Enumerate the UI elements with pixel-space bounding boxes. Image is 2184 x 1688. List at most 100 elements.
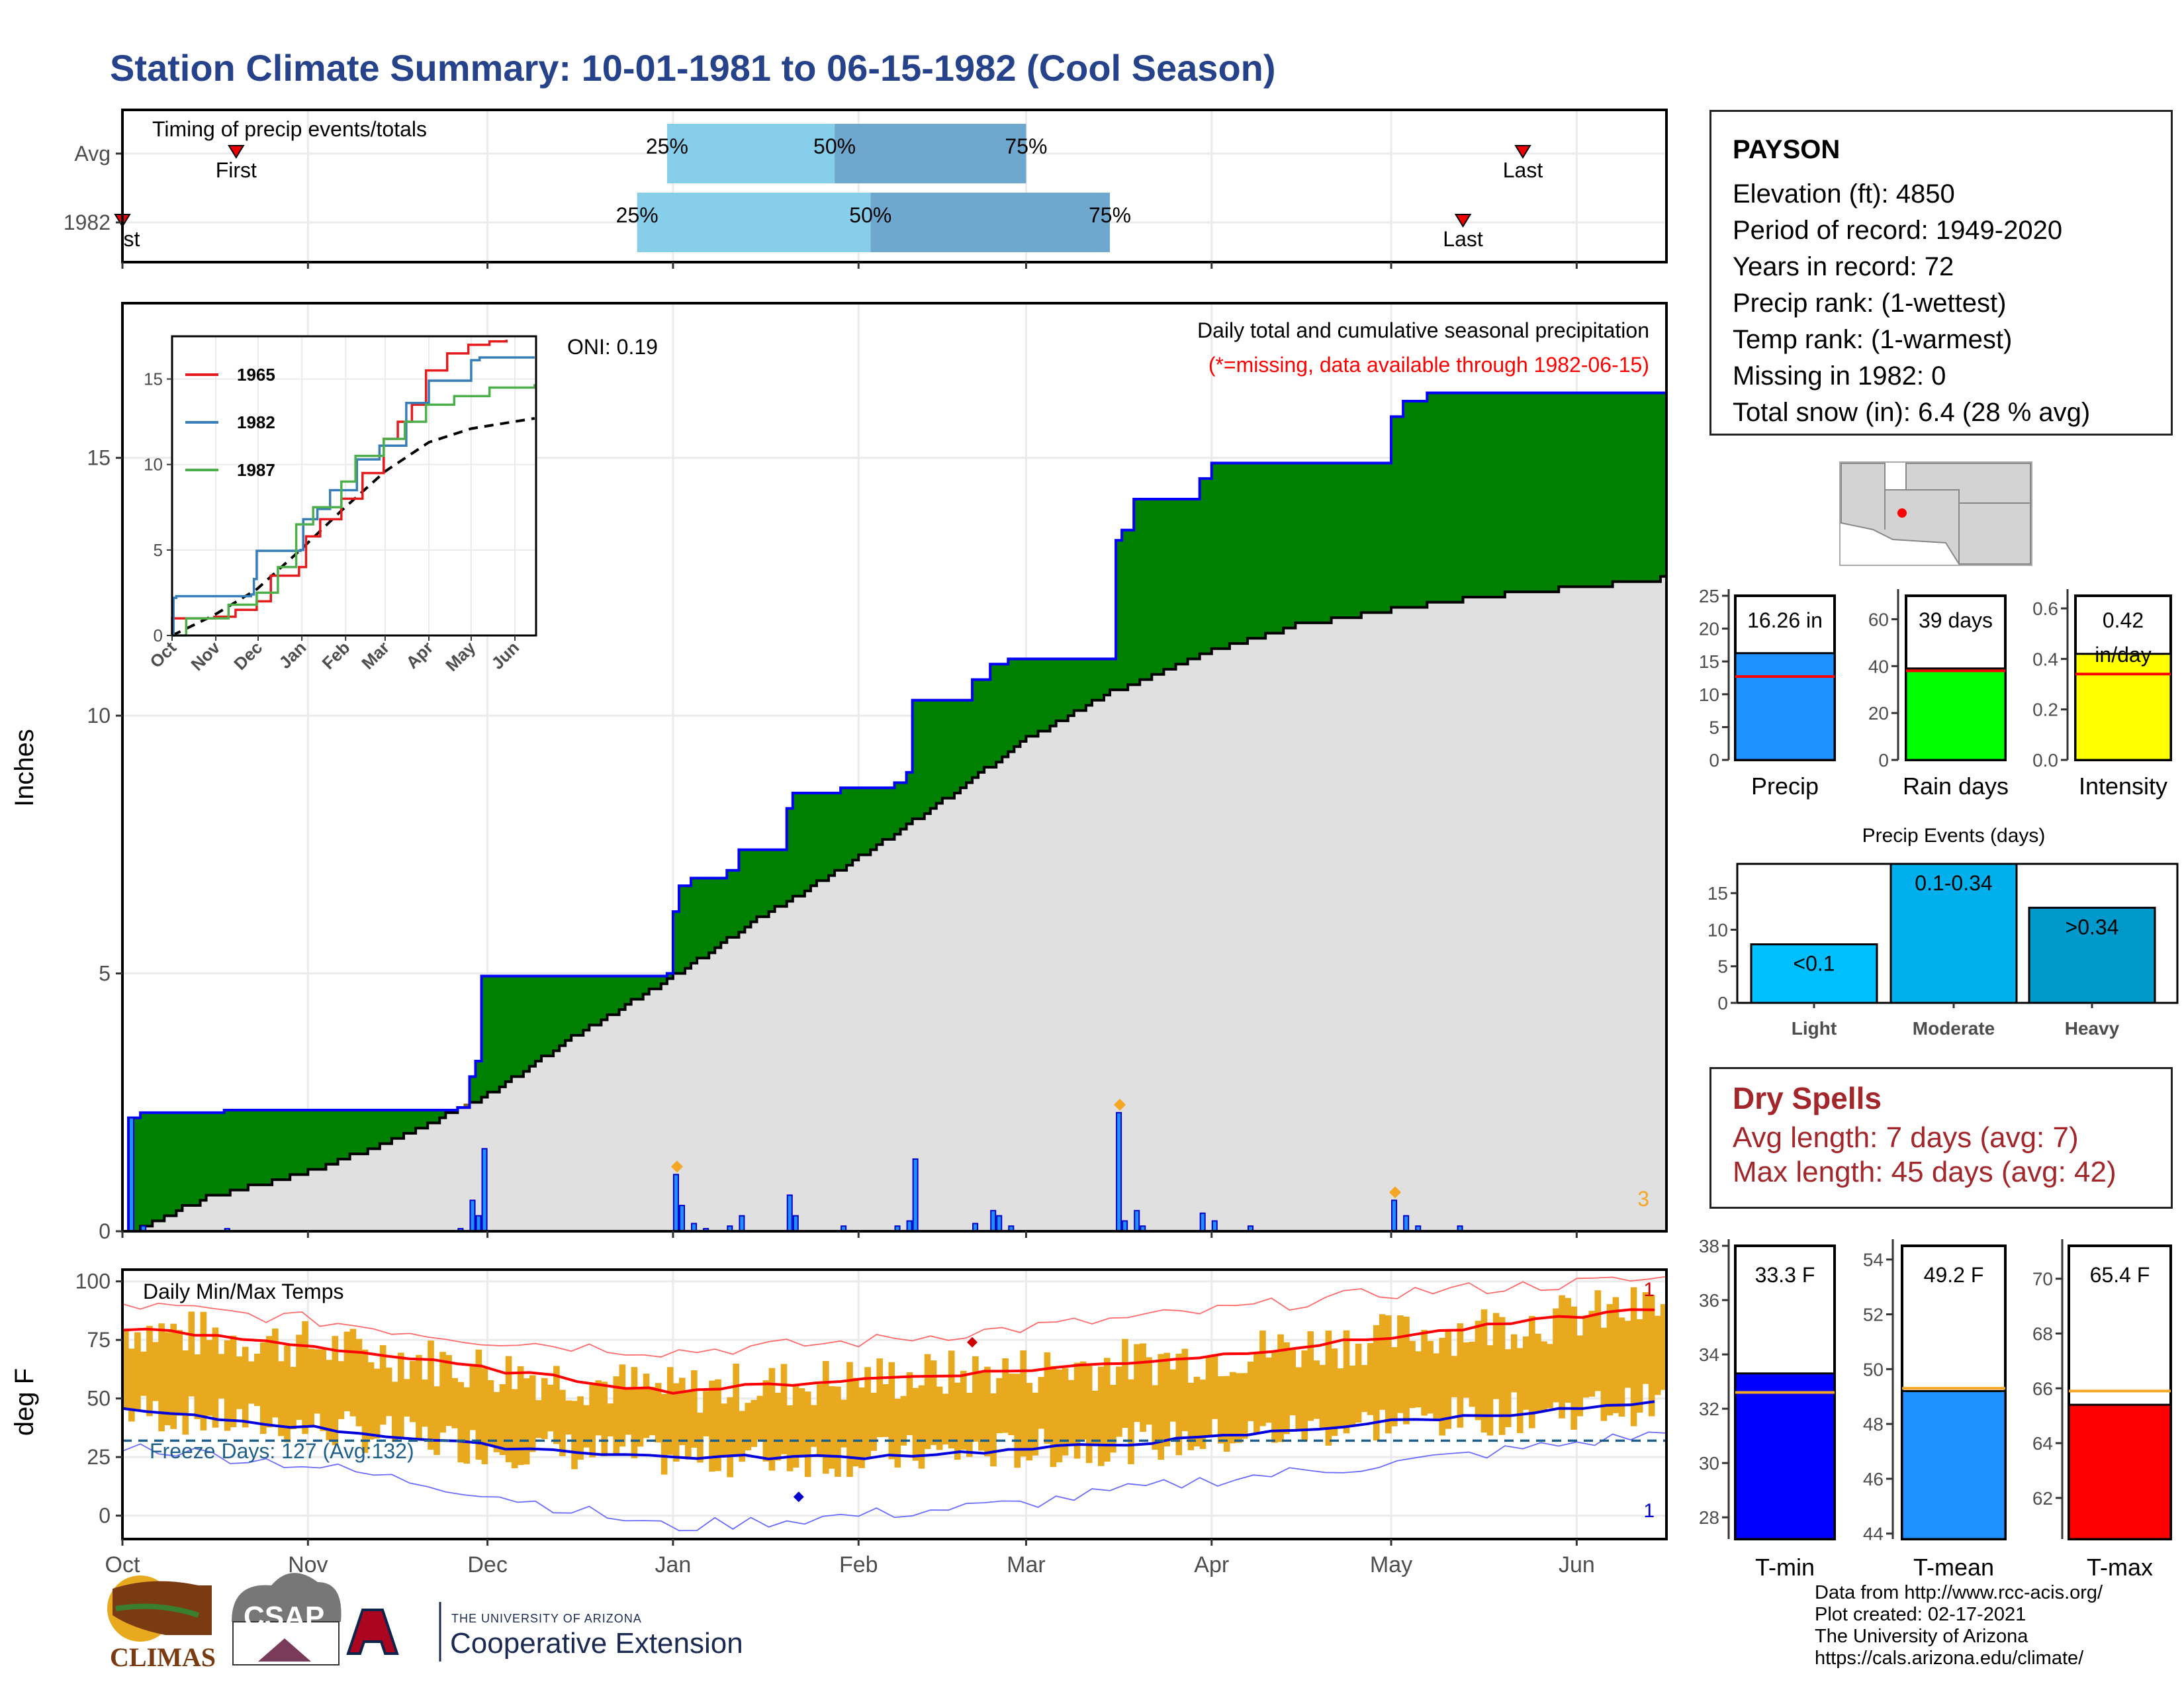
precip_total-value-bar (1734, 652, 1836, 761)
dry-spells-panel: Dry Spells Avg length: 7 days (avg: 7) M… (1709, 1067, 2173, 1209)
daily-temp-bar (1636, 1319, 1643, 1413)
temp-bottom-count: 1 (1643, 1500, 1655, 1522)
daily-temp-bar (1056, 1369, 1063, 1462)
tmax-x-label: T-max (2087, 1554, 2153, 1581)
daily-temp-bar (1618, 1317, 1625, 1417)
daily-temp-bar (1337, 1368, 1344, 1429)
daily-precip-bar (1116, 1111, 1122, 1233)
inset-legend-label: 1965 (237, 365, 275, 385)
tmean-value-label: 49.2 F (1924, 1263, 1984, 1287)
record-high-line (122, 1276, 1667, 1358)
daily-temp-bar (829, 1386, 835, 1469)
daily-temp-bar (1600, 1327, 1608, 1421)
station-years: Years in record: 72 (1733, 252, 1954, 281)
daily-temp-bar (1103, 1358, 1111, 1462)
tmin-y-tick-label: 30 (1699, 1453, 1719, 1474)
daily-precip-bar (906, 1220, 913, 1233)
daily-temp-bar (1229, 1372, 1236, 1444)
record-low-line (122, 1431, 1667, 1532)
daily-temp-bar (320, 1349, 327, 1431)
daily-temp-bar (1122, 1338, 1128, 1428)
daily-temp-bar (912, 1387, 919, 1461)
csap-logo-mountain (258, 1638, 311, 1662)
daily-precip-bar (475, 1215, 482, 1232)
daily-temp-bar (864, 1367, 871, 1457)
daily-temp-bar (475, 1349, 482, 1460)
daily-temp-bar (1553, 1308, 1559, 1403)
inset-border (171, 335, 537, 637)
daily-precip-bar (739, 1215, 745, 1232)
daily-temp-bar (410, 1360, 416, 1423)
daily-temp-bar (835, 1386, 841, 1477)
daily-temp-bar (517, 1366, 524, 1466)
university-of-arizona-logo (346, 1609, 399, 1655)
daily-temp-bar (996, 1378, 1003, 1434)
timing-label-25: 25% (616, 203, 659, 227)
daily-temp-bar (1044, 1352, 1051, 1444)
tmean-y-tick-label: 52 (1863, 1305, 1884, 1325)
daily-temp-bar (1451, 1356, 1458, 1397)
daily-temp-bar (152, 1342, 159, 1401)
station-info-panel: PAYSON Elevation (ft): 4850 Period of re… (1709, 110, 2173, 436)
daily-temp-bar (1522, 1336, 1529, 1410)
daily-temp-bar (1630, 1287, 1637, 1427)
daily-temp-bar (655, 1383, 662, 1442)
daily-temp-bar (182, 1350, 189, 1435)
inset-series-line-1965 (171, 340, 508, 635)
precip-event-bar-label: <0.1 (1793, 952, 1835, 976)
temp-x-tick-label: Dec (467, 1552, 507, 1577)
daily-temp-bar (1283, 1342, 1290, 1434)
daily-temp-bar (709, 1380, 715, 1472)
tmean-x-label: T-mean (1913, 1554, 1994, 1581)
daily-temp-bar (1331, 1348, 1338, 1436)
timing-row-label: Avg (74, 142, 111, 165)
inset-y-tick-label: 15 (144, 369, 163, 389)
daily-temp-bar (439, 1352, 446, 1433)
daily-temp-bar (1480, 1309, 1488, 1433)
precip-event-bar-moderate (1889, 863, 2018, 1004)
daily-temp-bar (1097, 1366, 1105, 1466)
tmin-value-bar (1734, 1372, 1836, 1540)
daily-temp-bar (733, 1363, 739, 1457)
daily-temp-bar (906, 1372, 913, 1436)
inset-legend-label: 1982 (237, 412, 275, 432)
daily-temp-bar (1391, 1347, 1398, 1427)
daily-temp-bar (1050, 1366, 1057, 1468)
daily-temp-bar (553, 1366, 560, 1444)
daily-temp-bar (505, 1356, 512, 1462)
station-location-dot (1897, 508, 1907, 518)
daily-temp-bar (302, 1321, 308, 1434)
rain_days-y-tick-label: 0 (1878, 750, 1889, 771)
daily-temp-bar (666, 1367, 674, 1455)
daily-temp-bar (1265, 1357, 1272, 1423)
tmax-y-tick-label: 68 (2032, 1323, 2053, 1344)
daily-precip-bar (786, 1194, 793, 1233)
precip_total-x-label: Precip (1751, 773, 1819, 800)
daily-temp-bar (888, 1362, 895, 1460)
timing-label-75: 75% (1089, 203, 1131, 227)
daily-temp-bar (158, 1323, 165, 1432)
tmin-y-tick-label: 36 (1699, 1290, 1719, 1311)
tmin-y-tick-label: 34 (1699, 1344, 1719, 1365)
intensity-y-tick-label: 0.4 (2032, 649, 2058, 669)
daily-temp-bar (1116, 1366, 1122, 1437)
record-min-marker (793, 1491, 804, 1503)
precip_total-y-tick-label: 25 (1699, 586, 1719, 606)
daily-temp-bar (338, 1361, 345, 1419)
timing-bar-q50-q75 (870, 193, 1111, 252)
daily-temp-bar (1085, 1366, 1093, 1464)
temp-x-tick-label: Mar (1007, 1552, 1046, 1577)
daily-temp-bar (1606, 1304, 1614, 1416)
tmean-value-bar (1901, 1389, 2007, 1540)
daily-temp-bar (212, 1327, 219, 1428)
daily-temp-bar (511, 1389, 518, 1469)
daily-temp-bar (942, 1393, 949, 1445)
daily-temp-bar (1187, 1382, 1195, 1450)
daily-temp-bar (954, 1382, 961, 1460)
daily-temp-bar (1014, 1374, 1021, 1468)
daily-temp-bar (469, 1364, 477, 1430)
rain_days-value-bar (1905, 667, 2007, 761)
daily-precip-bar (1391, 1199, 1398, 1233)
daily-temp-bar (1038, 1377, 1045, 1429)
daily-temp-bar (846, 1362, 853, 1477)
